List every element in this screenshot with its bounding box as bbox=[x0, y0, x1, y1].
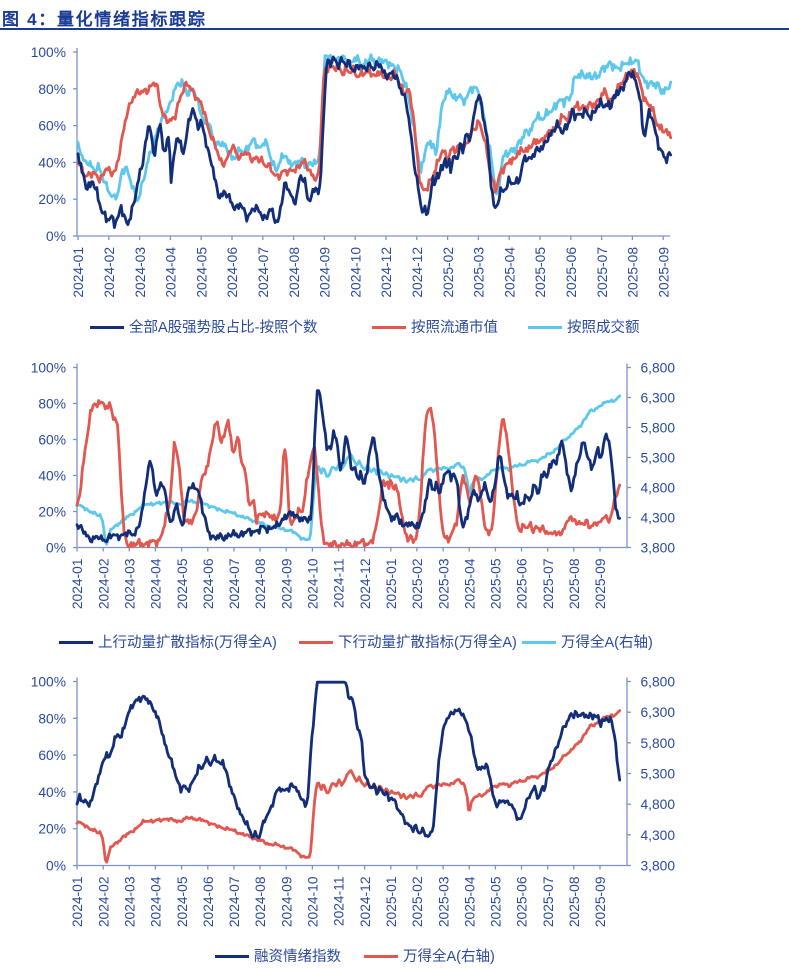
svg-text:40%: 40% bbox=[38, 155, 66, 170]
svg-text:2025-07: 2025-07 bbox=[541, 559, 556, 610]
svg-text:2025-02: 2025-02 bbox=[410, 559, 425, 610]
svg-text:2024-07: 2024-07 bbox=[256, 247, 271, 298]
svg-text:6,300: 6,300 bbox=[641, 391, 676, 406]
svg-text:100%: 100% bbox=[31, 361, 66, 376]
svg-text:80%: 80% bbox=[38, 711, 66, 726]
svg-text:2024-08: 2024-08 bbox=[253, 876, 268, 927]
svg-text:2025-04: 2025-04 bbox=[462, 876, 477, 927]
svg-text:5,300: 5,300 bbox=[641, 451, 676, 466]
svg-text:60%: 60% bbox=[38, 748, 66, 763]
svg-text:2024-12: 2024-12 bbox=[358, 877, 373, 928]
svg-text:2024-05: 2024-05 bbox=[175, 558, 190, 609]
svg-text:60%: 60% bbox=[38, 119, 66, 134]
svg-text:2025-06: 2025-06 bbox=[515, 876, 530, 927]
svg-text:2025-01: 2025-01 bbox=[384, 877, 399, 928]
svg-text:40%: 40% bbox=[38, 469, 66, 484]
svg-text:3,800: 3,800 bbox=[641, 859, 676, 874]
svg-text:2024-12: 2024-12 bbox=[358, 559, 373, 610]
svg-text:3,800: 3,800 bbox=[641, 541, 676, 556]
svg-text:2025-09: 2025-09 bbox=[593, 876, 608, 927]
svg-text:2025-05: 2025-05 bbox=[489, 876, 504, 927]
svg-text:2024-08: 2024-08 bbox=[253, 558, 268, 609]
svg-text:2024-04: 2024-04 bbox=[149, 876, 164, 927]
svg-text:4,800: 4,800 bbox=[641, 481, 676, 496]
svg-text:2024-05: 2024-05 bbox=[194, 247, 209, 298]
svg-text:20%: 20% bbox=[38, 505, 66, 520]
svg-text:2024-09: 2024-09 bbox=[279, 876, 294, 927]
svg-text:2025-02: 2025-02 bbox=[441, 247, 456, 298]
svg-text:2024-06: 2024-06 bbox=[201, 558, 216, 609]
svg-text:2025-09: 2025-09 bbox=[656, 247, 671, 298]
svg-text:2025-04: 2025-04 bbox=[462, 558, 477, 609]
svg-text:5,800: 5,800 bbox=[641, 421, 676, 436]
svg-text:0%: 0% bbox=[46, 229, 66, 244]
svg-text:2025-05: 2025-05 bbox=[489, 558, 504, 609]
svg-text:2024-02: 2024-02 bbox=[96, 877, 111, 928]
svg-text:2025-09: 2025-09 bbox=[593, 558, 608, 609]
svg-text:2025-08: 2025-08 bbox=[567, 876, 582, 927]
svg-text:2024-03: 2024-03 bbox=[123, 876, 138, 927]
svg-text:20%: 20% bbox=[38, 192, 66, 207]
svg-text:2024-04: 2024-04 bbox=[149, 558, 164, 609]
svg-text:2024-03: 2024-03 bbox=[133, 247, 148, 298]
svg-text:2024-12: 2024-12 bbox=[410, 247, 425, 298]
svg-text:20%: 20% bbox=[38, 822, 66, 837]
svg-text:6,300: 6,300 bbox=[641, 705, 676, 720]
svg-text:2024-08: 2024-08 bbox=[287, 247, 302, 298]
svg-text:2024-10: 2024-10 bbox=[306, 558, 321, 609]
svg-text:2024-02: 2024-02 bbox=[102, 247, 117, 298]
svg-text:5,300: 5,300 bbox=[641, 767, 676, 782]
svg-text:2025-04: 2025-04 bbox=[502, 247, 517, 298]
svg-text:2024-04: 2024-04 bbox=[164, 247, 179, 298]
svg-text:60%: 60% bbox=[38, 433, 66, 448]
svg-text:6,800: 6,800 bbox=[641, 675, 676, 690]
svg-text:2025-06: 2025-06 bbox=[515, 558, 530, 609]
svg-text:2024-01: 2024-01 bbox=[70, 877, 85, 928]
svg-text:2025-03: 2025-03 bbox=[472, 247, 487, 298]
svg-text:2024-09: 2024-09 bbox=[318, 247, 333, 298]
svg-text:2024-09: 2024-09 bbox=[279, 558, 294, 609]
svg-text:2024-06: 2024-06 bbox=[201, 876, 216, 927]
svg-text:2024-07: 2024-07 bbox=[227, 877, 242, 928]
svg-text:6,800: 6,800 bbox=[641, 361, 676, 376]
svg-text:2025-07: 2025-07 bbox=[595, 247, 610, 298]
svg-text:2025-08: 2025-08 bbox=[626, 247, 641, 298]
svg-text:2025-07: 2025-07 bbox=[541, 877, 556, 928]
svg-text:40%: 40% bbox=[38, 785, 66, 800]
svg-text:2024-02: 2024-02 bbox=[96, 559, 111, 610]
svg-text:80%: 80% bbox=[38, 397, 66, 412]
svg-text:80%: 80% bbox=[38, 82, 66, 97]
svg-text:2024-11: 2024-11 bbox=[332, 877, 347, 927]
svg-text:2025-06: 2025-06 bbox=[564, 247, 579, 298]
svg-text:2025-03: 2025-03 bbox=[436, 876, 451, 927]
svg-text:2025-02: 2025-02 bbox=[410, 877, 425, 928]
svg-text:2025-05: 2025-05 bbox=[533, 247, 548, 298]
svg-text:5,800: 5,800 bbox=[641, 736, 676, 751]
svg-text:4,800: 4,800 bbox=[641, 797, 676, 812]
svg-text:2024-01: 2024-01 bbox=[70, 559, 85, 610]
svg-text:2024-01: 2024-01 bbox=[71, 247, 86, 298]
svg-text:0%: 0% bbox=[46, 859, 66, 874]
svg-text:100%: 100% bbox=[31, 45, 66, 60]
svg-text:100%: 100% bbox=[31, 675, 66, 690]
svg-text:2024-11: 2024-11 bbox=[332, 559, 347, 609]
svg-text:2025-03: 2025-03 bbox=[436, 558, 451, 609]
svg-text:2024-10: 2024-10 bbox=[306, 876, 321, 927]
svg-text:4,300: 4,300 bbox=[641, 828, 676, 843]
svg-text:2024-03: 2024-03 bbox=[123, 558, 138, 609]
svg-text:2024-10: 2024-10 bbox=[348, 247, 363, 298]
svg-text:0%: 0% bbox=[46, 541, 66, 556]
svg-text:2025-01: 2025-01 bbox=[384, 559, 399, 610]
svg-text:2025-08: 2025-08 bbox=[567, 558, 582, 609]
svg-text:4,300: 4,300 bbox=[641, 511, 676, 526]
svg-text:2024-06: 2024-06 bbox=[225, 247, 240, 298]
svg-text:2024-05: 2024-05 bbox=[175, 876, 190, 927]
svg-text:2024-07: 2024-07 bbox=[227, 559, 242, 610]
svg-text:2024-12: 2024-12 bbox=[379, 247, 394, 298]
